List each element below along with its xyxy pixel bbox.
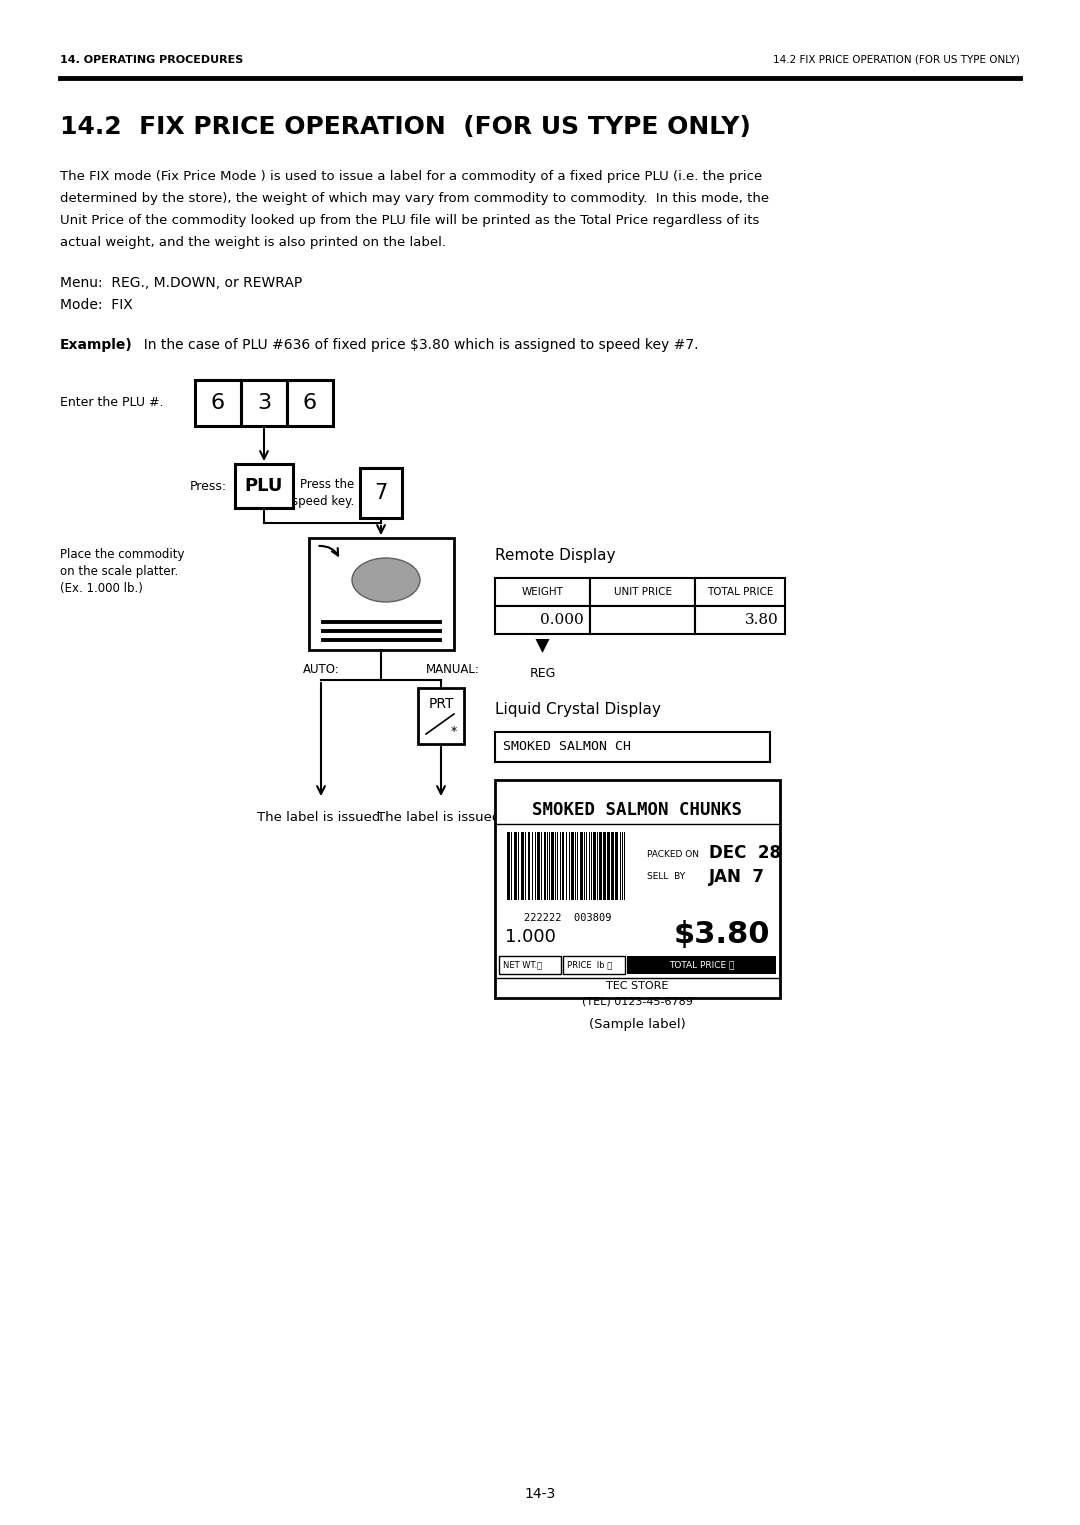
- Bar: [571, 833, 573, 900]
- Bar: [499, 956, 561, 974]
- Bar: [562, 833, 564, 900]
- Bar: [611, 833, 615, 900]
- Bar: [514, 833, 517, 900]
- Bar: [696, 605, 785, 634]
- Text: 6: 6: [211, 393, 225, 413]
- Bar: [627, 956, 777, 974]
- Bar: [360, 468, 402, 518]
- Text: TOTAL PRICE: TOTAL PRICE: [706, 587, 773, 596]
- Bar: [287, 380, 333, 425]
- Text: SMOKED SALMON CH: SMOKED SALMON CH: [503, 741, 631, 753]
- Text: MANUAL:: MANUAL:: [427, 663, 480, 676]
- Text: Unit Price of the commodity looked up from the PLU file will be printed as the T: Unit Price of the commodity looked up fr…: [60, 214, 759, 227]
- Bar: [495, 605, 590, 634]
- Text: (TEL) 0123-45-6789: (TEL) 0123-45-6789: [582, 996, 693, 1006]
- Bar: [551, 833, 554, 900]
- Text: Press the: Press the: [300, 477, 354, 491]
- Ellipse shape: [352, 558, 420, 602]
- Bar: [309, 538, 454, 650]
- Bar: [615, 833, 618, 900]
- Bar: [607, 833, 610, 900]
- Text: Remote Display: Remote Display: [495, 547, 616, 563]
- Bar: [235, 464, 293, 508]
- Text: AUTO:: AUTO:: [302, 663, 339, 676]
- Text: Liquid Crystal Display: Liquid Crystal Display: [495, 702, 661, 717]
- Bar: [528, 833, 530, 900]
- Text: 3: 3: [257, 393, 271, 413]
- Text: $3.80: $3.80: [674, 920, 770, 949]
- Text: SELL  BY: SELL BY: [647, 872, 685, 881]
- Text: 6: 6: [302, 393, 318, 413]
- Bar: [507, 833, 510, 900]
- Text: on the scale platter.: on the scale platter.: [60, 564, 178, 578]
- Text: 7: 7: [375, 483, 388, 503]
- Text: NET WT.ⓜ: NET WT.ⓜ: [503, 961, 542, 970]
- Text: PACKED ON: PACKED ON: [647, 849, 699, 859]
- Text: DEC  28: DEC 28: [708, 843, 781, 862]
- Text: The label is issued.: The label is issued.: [377, 811, 504, 824]
- Text: 222222  003809: 222222 003809: [524, 913, 611, 923]
- Text: 1.000: 1.000: [505, 929, 556, 946]
- Bar: [418, 688, 464, 744]
- Bar: [590, 605, 696, 634]
- Text: actual weight, and the weight is also printed on the label.: actual weight, and the weight is also pr…: [60, 236, 446, 249]
- Text: (Ex. 1.000 lb.): (Ex. 1.000 lb.): [60, 583, 143, 595]
- Text: (Sample label): (Sample label): [589, 1019, 686, 1031]
- Bar: [495, 779, 780, 997]
- Bar: [590, 578, 696, 605]
- Bar: [593, 833, 596, 900]
- Text: TOTAL PRICE ⓢ: TOTAL PRICE ⓢ: [669, 961, 734, 970]
- Bar: [544, 833, 546, 900]
- Text: PRICE  lb ⓢ: PRICE lb ⓢ: [567, 961, 612, 970]
- Text: Place the commodity: Place the commodity: [60, 547, 185, 561]
- Text: 3.80: 3.80: [745, 613, 779, 627]
- Bar: [563, 956, 625, 974]
- Text: Mode:  FIX: Mode: FIX: [60, 297, 133, 313]
- Polygon shape: [536, 639, 550, 653]
- Bar: [696, 578, 785, 605]
- Text: UNIT PRICE: UNIT PRICE: [613, 587, 672, 596]
- Text: *: *: [450, 726, 457, 738]
- Text: REG: REG: [529, 666, 556, 680]
- Bar: [495, 732, 770, 762]
- Text: 0.000: 0.000: [540, 613, 584, 627]
- Bar: [521, 833, 524, 900]
- Text: WEIGHT: WEIGHT: [522, 587, 564, 596]
- Text: JAN  7: JAN 7: [708, 868, 765, 886]
- Text: determined by the store), the weight of which may vary from commodity to commodi: determined by the store), the weight of …: [60, 192, 769, 204]
- Text: Menu:  REG., M.DOWN, or REWRAP: Menu: REG., M.DOWN, or REWRAP: [60, 276, 302, 290]
- Text: SMOKED SALMON CHUNKS: SMOKED SALMON CHUNKS: [532, 801, 743, 819]
- Text: The label is issued.: The label is issued.: [257, 811, 384, 824]
- Text: 14. OPERATING PROCEDURES: 14. OPERATING PROCEDURES: [60, 55, 243, 66]
- Text: PRT: PRT: [429, 697, 454, 711]
- Bar: [241, 380, 287, 425]
- Bar: [537, 833, 540, 900]
- Text: Example): Example): [60, 339, 133, 352]
- Bar: [195, 380, 241, 425]
- Bar: [599, 833, 602, 900]
- Bar: [495, 578, 590, 605]
- Text: 14-3: 14-3: [525, 1487, 555, 1501]
- Text: 14.2  FIX PRICE OPERATION  (FOR US TYPE ONLY): 14.2 FIX PRICE OPERATION (FOR US TYPE ON…: [60, 114, 751, 139]
- Bar: [580, 833, 583, 900]
- Text: PLU: PLU: [245, 477, 283, 496]
- Text: 14.2 FIX PRICE OPERATION (FOR US TYPE ONLY): 14.2 FIX PRICE OPERATION (FOR US TYPE ON…: [773, 55, 1020, 66]
- Text: speed key.: speed key.: [292, 496, 354, 508]
- Text: The FIX mode (Fix Price Mode ) is used to issue a label for a commodity of a fix: The FIX mode (Fix Price Mode ) is used t…: [60, 169, 762, 183]
- Bar: [603, 833, 606, 900]
- Text: Enter the PLU #.: Enter the PLU #.: [60, 396, 163, 410]
- Text: TEC STORE: TEC STORE: [606, 981, 669, 991]
- Text: Press:: Press:: [190, 479, 227, 493]
- Text: In the case of PLU #636 of fixed price $3.80 which is assigned to speed key #7.: In the case of PLU #636 of fixed price $…: [135, 339, 699, 352]
